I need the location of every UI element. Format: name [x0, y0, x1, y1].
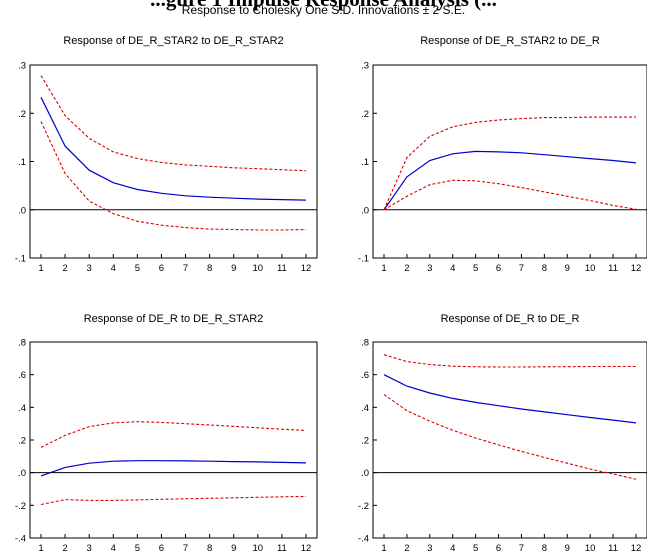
y-tick-label: .1	[18, 157, 26, 168]
y-tick-label: .4	[18, 403, 26, 414]
y-tick-label: -.4	[15, 534, 26, 545]
figure-heading: ...gure 1 Impulse Response Analysis (...	[0, 0, 647, 10]
y-tick-label: .2	[361, 109, 369, 120]
x-tick-label: 10	[253, 543, 264, 554]
response-line	[40, 460, 307, 477]
x-tick-label: 4	[111, 543, 116, 554]
y-tick-label: .2	[18, 436, 26, 447]
x-tick-label: 9	[231, 263, 236, 274]
lower-band-line	[40, 121, 307, 231]
upper-band-line	[40, 75, 307, 172]
x-tick-label: 11	[608, 543, 618, 554]
x-tick-label: 8	[542, 543, 547, 554]
lower-band-line	[383, 179, 637, 211]
x-tick-label: 12	[301, 263, 312, 274]
x-tick-label: 6	[159, 543, 164, 554]
upper-band-line	[383, 116, 636, 211]
x-tick-label: 12	[631, 263, 642, 274]
x-tick-label: 7	[519, 263, 524, 274]
x-tick-label: 12	[631, 543, 642, 554]
y-tick-label: .4	[361, 403, 369, 414]
response-line	[383, 150, 637, 211]
x-tick-label: 10	[253, 263, 264, 274]
x-tick-label: 8	[207, 543, 212, 554]
y-tick-label: .3	[18, 61, 26, 72]
x-tick-label: 4	[450, 263, 455, 274]
x-tick-label: 3	[427, 263, 432, 274]
panel-title: Response of DE_R to DE_R	[441, 313, 580, 325]
panel-title: Response of DE_R to DE_R_STAR2	[84, 313, 264, 325]
x-tick-label: 6	[496, 543, 501, 554]
x-tick-label: 5	[473, 543, 478, 554]
y-tick-label: .1	[361, 157, 369, 168]
y-tick-label: .0	[18, 205, 26, 216]
panel-2: Response of DE_R_STAR2 to DE_R .3 .2 .1 .0 -.…	[358, 35, 647, 274]
plot-frame	[29, 64, 318, 259]
lower-band-line	[383, 394, 637, 480]
panel-3: Response of DE_R to DE_R_STAR2 .8 .6 .4 .2 .0…	[15, 313, 318, 554]
y-tick-label: .0	[18, 468, 26, 479]
y-tick-label: .2	[18, 109, 26, 120]
y-tick-label: .8	[361, 338, 369, 349]
x-tick-label: 3	[427, 543, 432, 554]
x-tick-label: 8	[542, 263, 547, 274]
x-tick-label: 10	[585, 263, 596, 274]
plot-frame	[372, 341, 647, 539]
y-tick-label: -.1	[358, 254, 369, 265]
x-tick-label: 2	[62, 263, 67, 274]
y-tick-label: .8	[18, 338, 26, 349]
y-tick-label: -.2	[358, 501, 369, 512]
response-line	[383, 374, 637, 424]
x-tick-label: 1	[38, 263, 43, 274]
x-tick-label: 1	[381, 543, 386, 554]
panel-4: Response of DE_R to DE_R .8 .6 .4 .2 .0 -.2 -.4…	[358, 313, 647, 554]
x-tick-label: 7	[183, 543, 188, 554]
x-tick-label: 4	[111, 263, 116, 274]
y-tick-label: .6	[361, 370, 369, 381]
y-tick-label: -.1	[15, 254, 26, 265]
y-tick-label: -.4	[358, 534, 369, 545]
x-tick-label: 6	[159, 263, 164, 274]
x-tick-label: 9	[231, 543, 236, 554]
x-tick-label: 7	[519, 543, 524, 554]
panel-1: Response of DE_R_STAR2 to DE_R_STAR2 .3 .2…	[15, 35, 318, 274]
plot-frame	[372, 64, 647, 259]
x-tick-label: 7	[183, 263, 188, 274]
response-line	[40, 97, 307, 201]
x-tick-label: 6	[496, 263, 501, 274]
x-tick-label: 11	[277, 263, 287, 274]
y-tick-label: -.2	[15, 501, 26, 512]
x-tick-label: 5	[135, 263, 140, 274]
x-tick-label: 2	[404, 543, 409, 554]
figure-subtitle: Response to Cholesky One S.D. Innovation…	[181, 3, 466, 17]
plot-frame	[29, 341, 318, 539]
y-tick-label: .0	[361, 205, 369, 216]
y-tick-label: .2	[361, 436, 369, 447]
upper-band-line	[383, 354, 636, 368]
lower-band-line	[40, 495, 307, 506]
panel-title: Response of DE_R_STAR2 to DE_R	[420, 35, 600, 47]
x-tick-label: 5	[135, 543, 140, 554]
y-tick-label: .0	[361, 468, 369, 479]
x-tick-label: 4	[450, 543, 455, 554]
x-tick-label: 11	[277, 543, 287, 554]
x-tick-label: 9	[565, 263, 570, 274]
x-tick-label: 12	[301, 543, 312, 554]
x-tick-label: 5	[473, 263, 478, 274]
x-tick-label: 3	[87, 263, 92, 274]
x-tick-label: 2	[62, 543, 67, 554]
x-tick-label: 8	[207, 263, 212, 274]
x-tick-label: 1	[38, 543, 43, 554]
x-tick-label: 9	[565, 543, 570, 554]
x-tick-label: 1	[381, 263, 386, 274]
x-tick-label: 2	[404, 263, 409, 274]
x-tick-label: 10	[585, 543, 596, 554]
upper-band-line	[40, 421, 307, 448]
y-tick-label: .3	[361, 61, 369, 72]
x-tick-label: 11	[608, 263, 618, 274]
x-tick-label: 3	[87, 543, 92, 554]
y-tick-label: .6	[18, 370, 26, 381]
panel-title: Response of DE_R_STAR2 to DE_R_STAR2	[63, 35, 283, 47]
